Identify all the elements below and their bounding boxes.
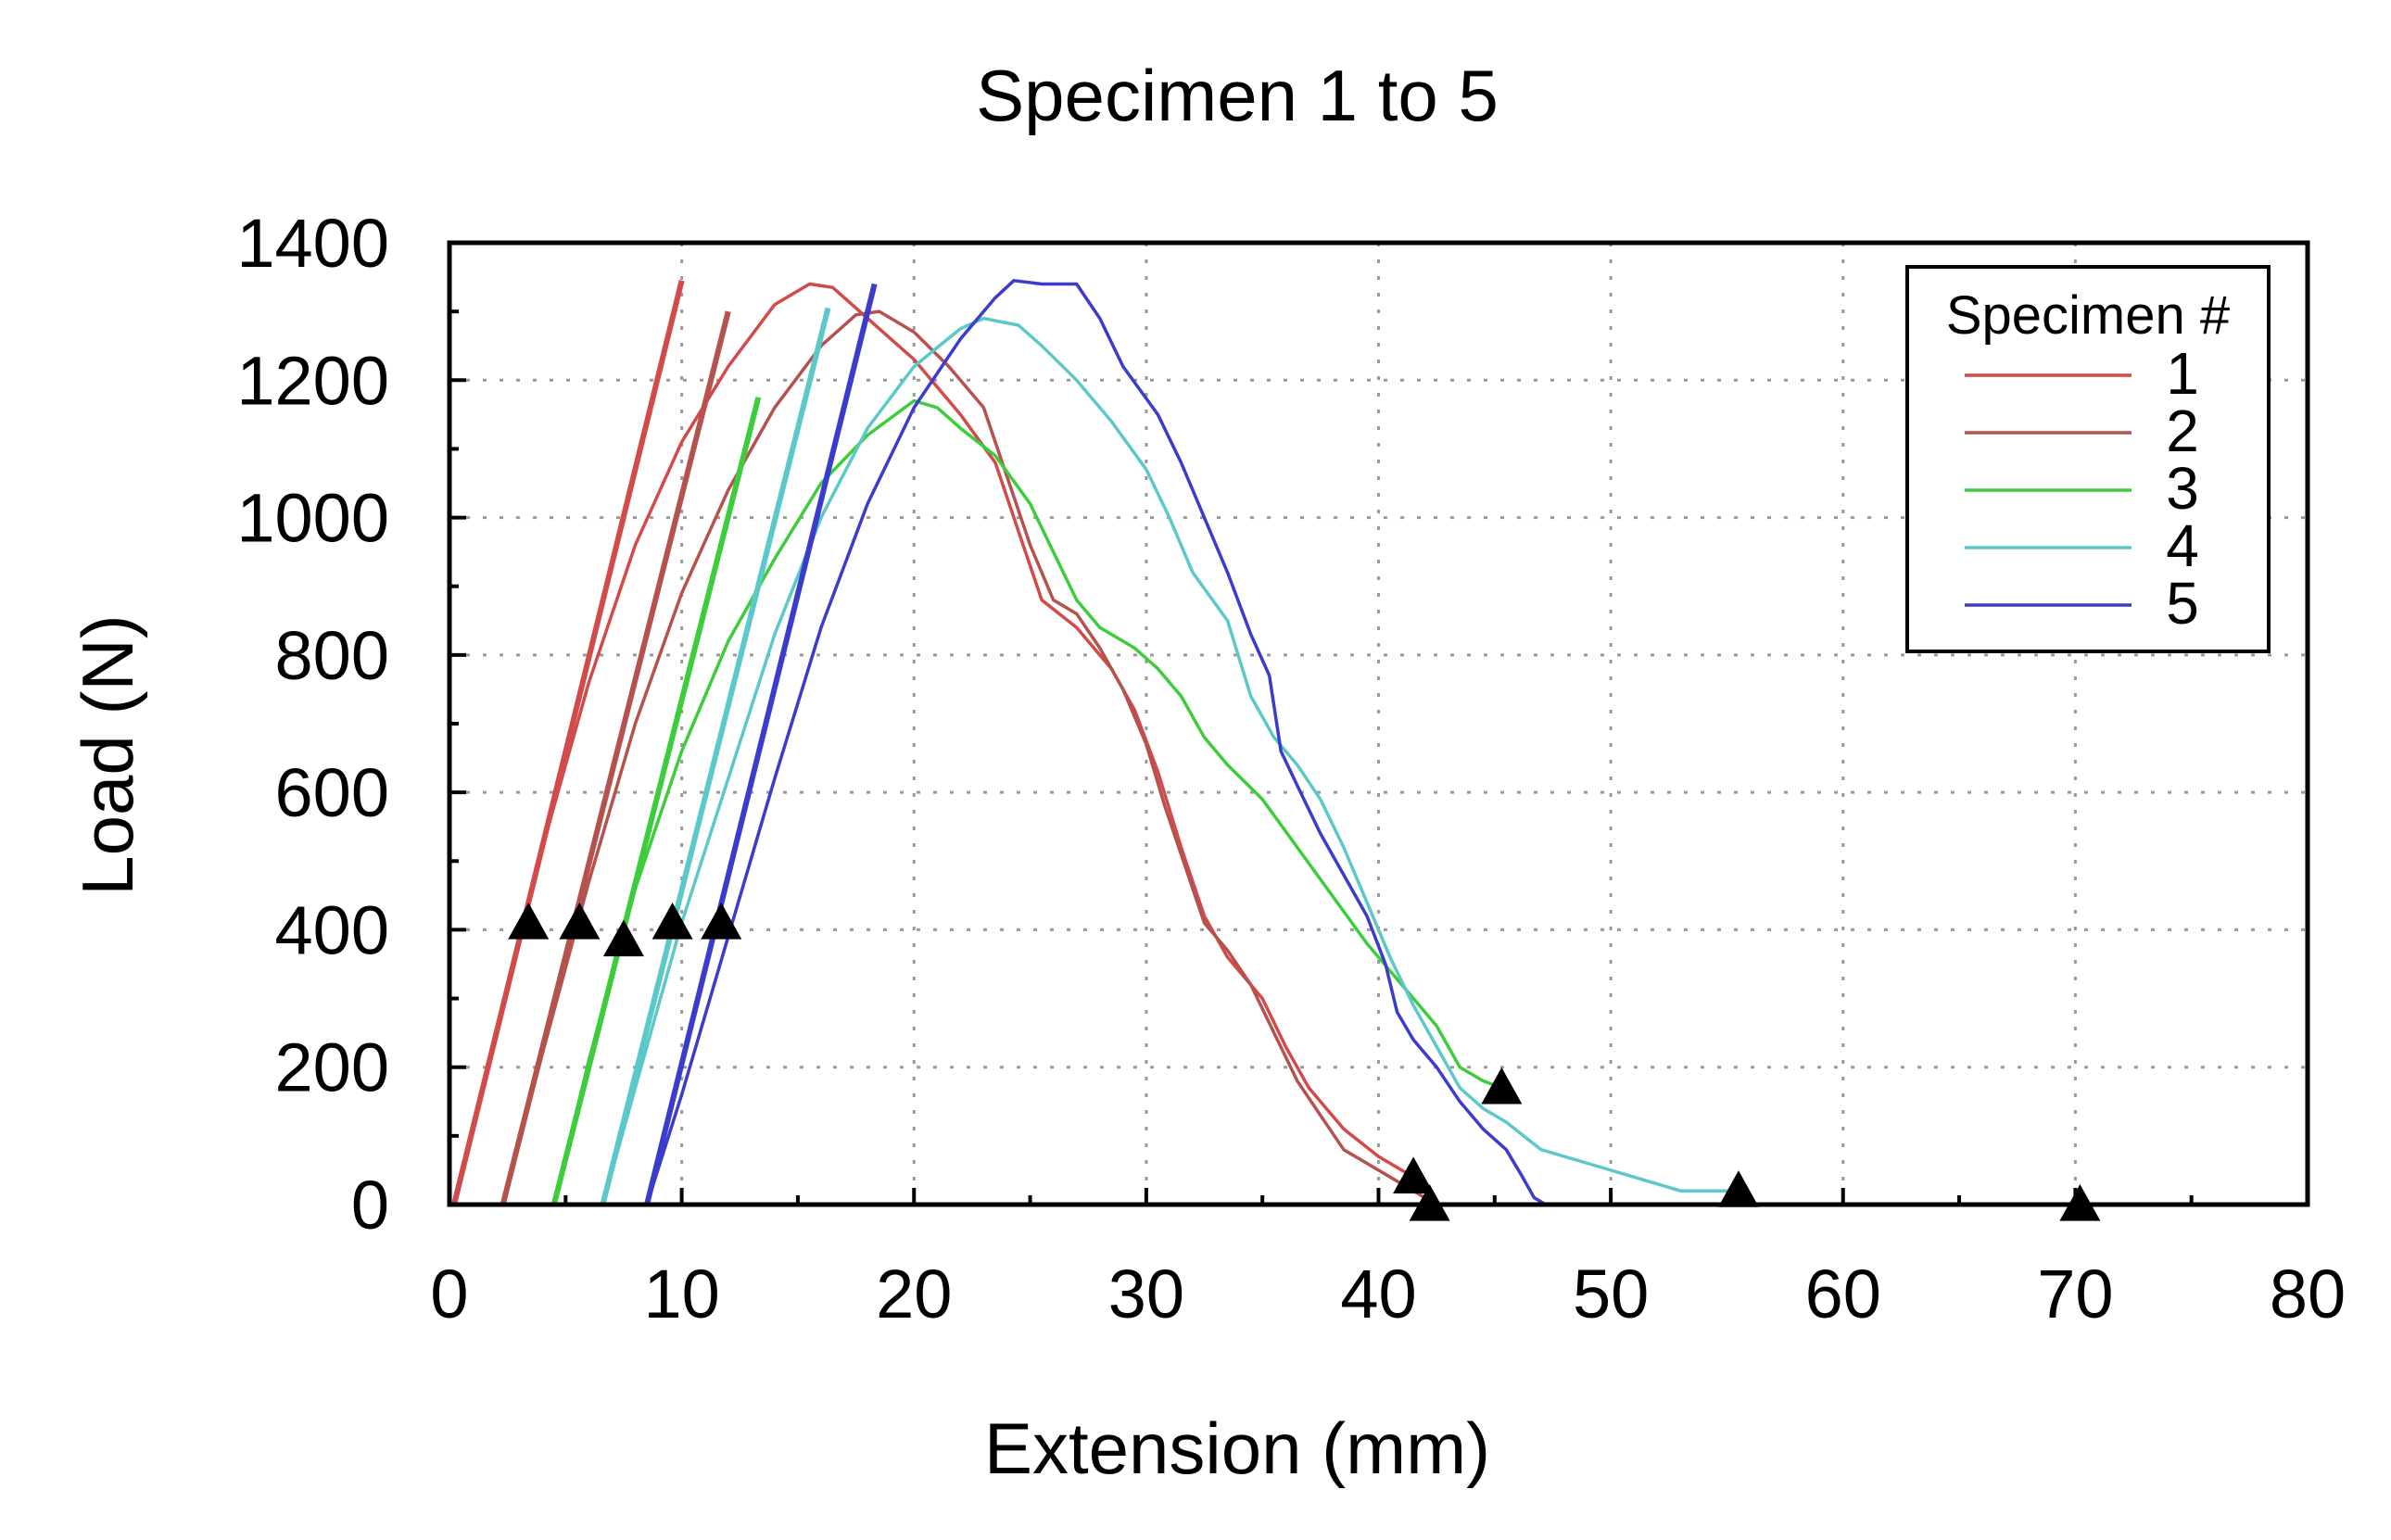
legend-item-4: 4	[1965, 512, 2199, 579]
series-1-end-marker	[1393, 1156, 1435, 1193]
series-lines	[451, 279, 2081, 1206]
series-3	[550, 397, 1502, 1205]
x-tick-label: 50	[1573, 1256, 1649, 1332]
x-tick-labels: 0 10 20 30 40 50 60 70 80	[430, 1256, 2346, 1332]
y-tick-label: 1400	[236, 205, 389, 282]
y-axis-label: Load (N)	[67, 614, 148, 895]
legend-box	[1905, 265, 2271, 653]
legend-item-3: 3	[1965, 455, 2199, 522]
x-tick-label: 40	[1340, 1256, 1416, 1332]
plot-frame	[447, 240, 2310, 1207]
series-4-loading-line	[600, 307, 831, 1205]
series-5-loading-line	[644, 283, 878, 1205]
series-5	[644, 279, 1739, 1206]
x-tick-label: 10	[643, 1256, 719, 1332]
series-1	[451, 280, 1414, 1205]
grid-lines	[449, 243, 2308, 1205]
y-tick-labels: 0 200 400 600 800 1000 1200 1400	[236, 205, 389, 1243]
y-tick-label: 600	[275, 754, 389, 831]
y-tick-label: 1200	[236, 342, 389, 419]
legend-label: 3	[2166, 455, 2199, 522]
y-tick-label: 800	[275, 617, 389, 694]
series-4-reference-marker	[652, 903, 693, 940]
x-tick-label: 30	[1108, 1256, 1184, 1332]
series-3-curve	[552, 398, 1502, 1205]
legend-label: 1	[2166, 340, 2199, 407]
series-2-reference-marker	[559, 903, 601, 940]
y-tick-label: 200	[275, 1029, 389, 1106]
series-3-end-marker	[1481, 1067, 1523, 1105]
y-tick-label: 400	[275, 891, 389, 968]
x-tick-label: 20	[876, 1256, 952, 1332]
legend-label: 5	[2166, 570, 2199, 637]
series-5-reference-marker	[701, 903, 742, 940]
x-tick-label: 70	[2037, 1256, 2113, 1332]
break-markers	[508, 903, 2101, 1221]
x-tick-label: 60	[1805, 1256, 1881, 1332]
series-4	[600, 307, 2081, 1206]
series-1-reference-marker	[508, 903, 550, 940]
series-5-curve	[645, 279, 1739, 1206]
legend-title: Specimen #	[1946, 285, 2230, 346]
y-tick-label: 1000	[236, 480, 389, 557]
series-1-curve	[452, 282, 1414, 1205]
series-3-reference-marker	[602, 919, 644, 957]
legend-label: 4	[2166, 512, 2199, 579]
legend-item-5: 5	[1965, 570, 2199, 637]
y-tick-label: 0	[351, 1167, 389, 1243]
legend-label: 2	[2166, 398, 2199, 464]
legend-item-1: 1	[1965, 340, 2199, 407]
legend-item-2: 2	[1965, 398, 2199, 464]
x-axis-label: Extension (mm)	[984, 1407, 1490, 1489]
chart-title: Specimen 1 to 5	[976, 55, 1499, 136]
x-tick-label: 0	[430, 1256, 468, 1332]
series-5-end-marker	[1717, 1170, 1759, 1207]
x-tick-label: 80	[2270, 1256, 2346, 1332]
series-4-curve	[601, 316, 2081, 1206]
